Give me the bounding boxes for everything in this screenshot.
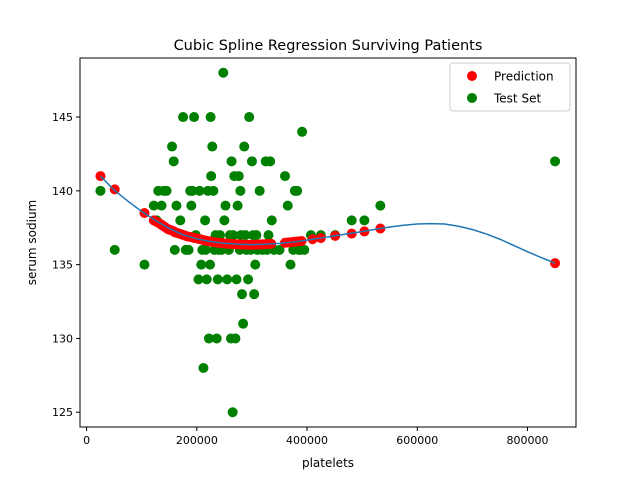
test-set-point xyxy=(175,215,186,226)
test-set-point xyxy=(285,259,296,270)
test-set-point xyxy=(161,185,172,196)
legend-marker-test-set xyxy=(467,93,477,103)
test-set-point xyxy=(274,244,285,255)
x-tick-label: 0 xyxy=(83,434,90,447)
test-set-point xyxy=(187,185,198,196)
x-tick-label: 400000 xyxy=(286,434,328,447)
test-set-point xyxy=(207,141,218,152)
test-set-point xyxy=(346,215,357,226)
test-set-point xyxy=(139,259,150,270)
test-set-point xyxy=(282,200,293,211)
test-set-point xyxy=(228,230,239,241)
test-set-point xyxy=(156,200,167,211)
test-set-point xyxy=(95,185,106,196)
test-set-point xyxy=(218,67,229,78)
test-set-point xyxy=(299,244,310,255)
y-axis-label: serum sodium xyxy=(25,200,39,286)
test-set-point xyxy=(198,362,209,373)
y-tick-label: 145 xyxy=(52,111,73,124)
test-set-point xyxy=(200,215,211,226)
legend-label-test-set: Test Set xyxy=(493,92,541,106)
test-set-point xyxy=(227,407,238,418)
test-set-point xyxy=(292,185,303,196)
test-set-point xyxy=(550,156,561,167)
test-set-point xyxy=(226,156,237,167)
test-set-point xyxy=(222,274,233,285)
test-set-point xyxy=(246,156,257,167)
test-set-point xyxy=(208,185,219,196)
y-tick-label: 130 xyxy=(52,332,73,345)
spline-curve xyxy=(99,175,556,264)
test-set-point xyxy=(249,289,260,300)
legend: Prediction Test Set xyxy=(449,62,571,112)
test-set-point xyxy=(243,274,254,285)
test-set-point xyxy=(167,141,178,152)
test-set-point xyxy=(250,259,261,270)
test-set-point xyxy=(201,274,212,285)
test-set-point xyxy=(189,112,200,123)
test-set-point xyxy=(203,333,214,344)
test-set-point xyxy=(168,156,179,167)
test-set-point xyxy=(233,171,244,182)
test-set-point xyxy=(237,289,248,300)
test-set-point xyxy=(265,156,276,167)
legend-marker-prediction xyxy=(467,71,477,81)
test-set-point xyxy=(230,333,241,344)
test-set-point xyxy=(235,185,246,196)
test-set-point xyxy=(220,200,231,211)
plot-area xyxy=(95,67,561,418)
x-axis: 0 200000 400000 600000 800000 xyxy=(83,427,549,447)
test-set-point xyxy=(297,126,308,137)
test-set-point xyxy=(359,215,370,226)
test-set-point xyxy=(205,112,216,123)
x-tick-label: 200000 xyxy=(176,434,218,447)
test-set-point xyxy=(171,200,182,211)
legend-frame xyxy=(449,62,571,112)
test-set-point xyxy=(239,141,250,152)
test-set-point xyxy=(178,112,189,123)
y-axis: 125 130 135 140 145 xyxy=(52,111,80,419)
test-set-point xyxy=(251,230,262,241)
x-tick-label: 800000 xyxy=(507,434,549,447)
test-set-point xyxy=(266,215,277,226)
test-set-point xyxy=(148,200,159,211)
test-set-point xyxy=(211,333,222,344)
test-set-point xyxy=(186,200,197,211)
chart-title: Cubic Spline Regression Surviving Patien… xyxy=(174,38,483,54)
test-set-point xyxy=(212,274,223,285)
test-set-point xyxy=(193,274,204,285)
plot-frame xyxy=(79,57,577,428)
y-tick-label: 135 xyxy=(52,259,73,272)
test-set-point xyxy=(254,185,265,196)
legend-label-prediction: Prediction xyxy=(494,70,554,84)
test-set-point xyxy=(280,171,291,182)
test-set-point xyxy=(200,244,211,255)
test-set-point xyxy=(109,244,120,255)
test-set-point xyxy=(219,215,230,226)
test-set-point xyxy=(231,274,242,285)
test-set-point xyxy=(194,185,205,196)
x-axis-label: platelets xyxy=(302,456,354,470)
test-set-point xyxy=(240,230,251,241)
test-set-point xyxy=(206,171,217,182)
test-set-point xyxy=(196,259,207,270)
test-set-point xyxy=(375,200,386,211)
test-set-point xyxy=(205,259,216,270)
test-set-point xyxy=(244,112,255,123)
y-tick-label: 125 xyxy=(52,406,73,419)
test-set-point xyxy=(169,244,180,255)
test-set-point xyxy=(232,200,243,211)
test-set-point xyxy=(238,318,249,329)
y-tick-label: 140 xyxy=(52,185,73,198)
test-set-point xyxy=(183,244,194,255)
x-tick-label: 600000 xyxy=(396,434,438,447)
test-set-point xyxy=(263,230,274,241)
